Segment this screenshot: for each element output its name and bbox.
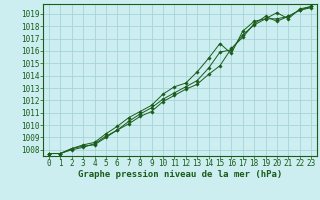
X-axis label: Graphe pression niveau de la mer (hPa): Graphe pression niveau de la mer (hPa) <box>78 170 282 179</box>
